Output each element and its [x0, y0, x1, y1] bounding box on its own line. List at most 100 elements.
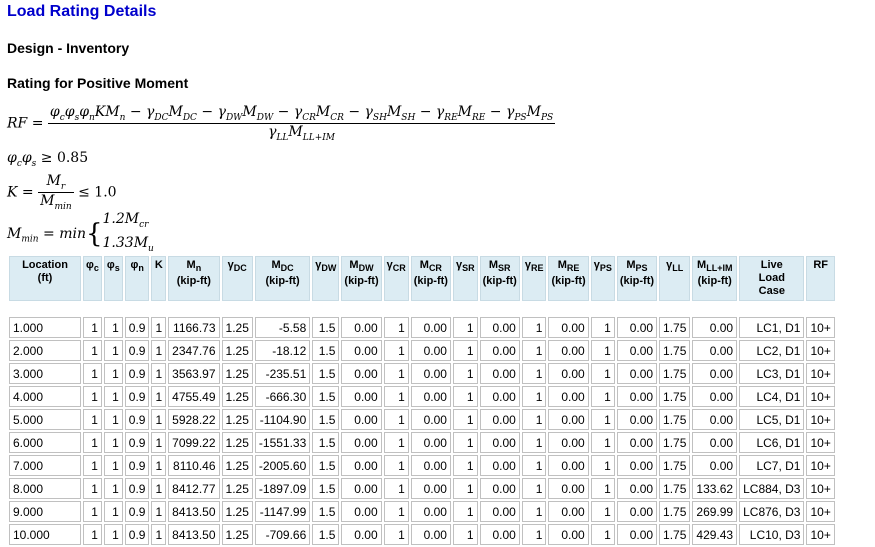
table-row: 5.000 1 1 0.9 1 5928.22 1.25 -1104.90 1.5 0.00 1 0.… [9, 409, 835, 430]
table-cell: 4.000 [9, 386, 81, 407]
table-cell: LC2, D1 [739, 340, 805, 361]
table-cell: 10+ [806, 409, 835, 430]
table-cell: -709.66 [254, 524, 311, 545]
table-body: 1.000 1 1 0.9 1 1166.73 1.25 -5.58 1.5 0.00 1 0.00 1… [9, 303, 835, 545]
table-cell: 0.00 [616, 455, 658, 476]
table-cell: 1.5 [312, 524, 340, 545]
table-cell: 0.00 [341, 455, 382, 476]
table-cell: 1 [521, 363, 547, 384]
col-mre: MRE (kip-ft) [548, 256, 589, 301]
table-cell: 1 [452, 432, 478, 453]
table-row: 3.000 1 1 0.9 1 3563.97 1.25 -235.51 1.5 0.00 1 0.0… [9, 363, 835, 384]
table-cell: 0.00 [548, 340, 589, 361]
table-cell: -2005.60 [254, 455, 311, 476]
table-cell: LC6, D1 [739, 432, 805, 453]
table-cell: 1 [151, 386, 167, 407]
table-cell: 1 [521, 386, 547, 407]
table-cell: 0.9 [124, 363, 150, 384]
table-cell: 1 [590, 432, 615, 453]
table-cell: 1 [103, 409, 123, 430]
table-cell: 10+ [806, 386, 835, 407]
table-cell: 1 [452, 386, 478, 407]
col-phi-c: φc [83, 256, 102, 301]
table-cell: 0.00 [410, 432, 451, 453]
col-gamma-ps: γPS [590, 256, 615, 301]
table-cell: 1 [521, 409, 547, 430]
table-cell: 1.25 [221, 363, 253, 384]
table-cell: LC884, D3 [739, 478, 805, 499]
table-cell: 1.25 [221, 340, 253, 361]
mmin-formula: Mmin = min{1.2Mcr 1.33Mu [7, 211, 154, 254]
table-cell: 1 [383, 432, 409, 453]
table-cell: 1.75 [659, 363, 691, 384]
table-row: 10.000 1 1 0.9 1 8413.50 1.25 -709.66 1.5 0.00 1 0.… [9, 524, 835, 545]
table-cell: 10+ [806, 432, 835, 453]
table-cell: 10+ [806, 317, 835, 338]
table-row: 1.000 1 1 0.9 1 1166.73 1.25 -5.58 1.5 0.00 1 0.00 1… [9, 317, 835, 338]
table-cell: 10+ [806, 455, 835, 476]
table-cell: 1 [103, 432, 123, 453]
table-cell: 0.00 [479, 317, 520, 338]
table-cell: 1.25 [221, 478, 253, 499]
table-cell: LC7, D1 [739, 455, 805, 476]
table-cell: 1.5 [312, 340, 340, 361]
table-cell: 0.00 [548, 524, 589, 545]
mmin-case-1: 1.2M [102, 211, 140, 227]
mmin-case-2: 1.33M [102, 234, 149, 251]
table-cell: 1 [590, 455, 615, 476]
table-cell: LC876, D3 [739, 501, 805, 522]
col-location: Location (ft) [9, 256, 81, 301]
section-heading-design-inventory: Design - Inventory [7, 40, 130, 56]
table-cell: 0.00 [616, 363, 658, 384]
table-cell: 1 [83, 478, 102, 499]
table-cell: 0.00 [479, 340, 520, 361]
col-gamma-dc: γDC [221, 256, 253, 301]
table-cell: 8413.50 [168, 524, 220, 545]
table-cell: 1.75 [659, 409, 691, 430]
table-cell: 1 [383, 524, 409, 545]
table-cell: 0.00 [548, 386, 589, 407]
table-cell: 1 [383, 501, 409, 522]
phi-condition-formula: φcφs ≥ 0.85 [7, 150, 89, 169]
col-phi-s: φs [103, 256, 123, 301]
table-cell: 1 [383, 317, 409, 338]
table-cell: 1 [521, 455, 547, 476]
table-cell: 1 [151, 432, 167, 453]
table-cell: 1 [383, 363, 409, 384]
table-cell: LC5, D1 [739, 409, 805, 430]
table-cell: 1.5 [312, 432, 340, 453]
col-live-load-case: Live Load Case [739, 256, 805, 301]
table-cell: 0.00 [548, 363, 589, 384]
table-row: 6.000 1 1 0.9 1 7099.22 1.25 -1551.33 1.5 0.00 1 0.… [9, 432, 835, 453]
table-cell: 1166.73 [168, 317, 220, 338]
table-cell: 1 [151, 409, 167, 430]
table-cell: 0.00 [341, 317, 382, 338]
table-cell: 0.00 [616, 340, 658, 361]
table-cell: 3563.97 [168, 363, 220, 384]
table-cell: 1 [590, 501, 615, 522]
table-row: 4.000 1 1 0.9 1 4755.49 1.25 -666.30 1.5 0.00 1 0.0… [9, 386, 835, 407]
table-cell: 1 [151, 501, 167, 522]
table-cell: 0.00 [410, 501, 451, 522]
table-row: 2.000 1 1 0.9 1 2347.76 1.25 -18.12 1.5 0.00 1 0.00… [9, 340, 835, 361]
table-cell: 10+ [806, 478, 835, 499]
table-cell: 0.9 [124, 501, 150, 522]
section-heading-positive-moment: Rating for Positive Moment [7, 75, 189, 91]
table-cell: 0.00 [341, 524, 382, 545]
table-cell: 1 [383, 409, 409, 430]
table-cell: 1 [83, 524, 102, 545]
table-cell: 10+ [806, 501, 835, 522]
table-cell: 0.00 [410, 455, 451, 476]
table-cell: 0.00 [410, 386, 451, 407]
table-cell: 0.00 [692, 409, 738, 430]
table-row: 9.000 1 1 0.9 1 8413.50 1.25 -1147.99 1.5 0.00 1 0.… [9, 501, 835, 522]
table-header-row: Location (ft) φc φs φn K Mn (kip-ft) γDC M… [9, 256, 835, 301]
table-cell: 133.62 [692, 478, 738, 499]
table-cell: 1 [521, 478, 547, 499]
table-cell: 1 [103, 455, 123, 476]
table-cell: 1 [521, 524, 547, 545]
table-cell: 1 [590, 363, 615, 384]
table-cell: 1 [452, 340, 478, 361]
table-cell: 0.00 [479, 409, 520, 430]
phi-condition-value: 0.85 [56, 150, 89, 166]
